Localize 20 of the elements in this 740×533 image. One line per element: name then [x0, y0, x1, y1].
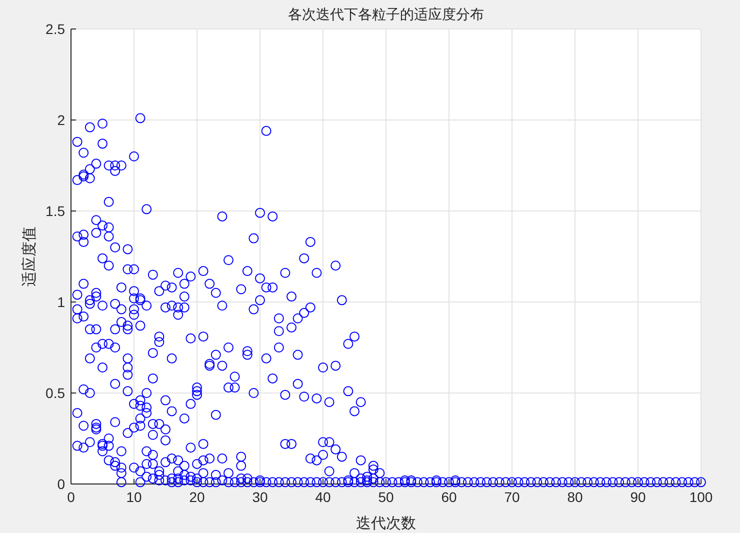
x-axis-title: 迭代次数 — [356, 514, 416, 532]
x-tick-label: 90 — [630, 489, 646, 505]
y-tick-label: 0 — [57, 476, 66, 492]
y-tick-label: 1 — [57, 294, 66, 310]
y-tick-label: 0.5 — [46, 385, 66, 401]
x-tick-label: 70 — [504, 489, 520, 505]
y-tick-label: 1.5 — [46, 203, 66, 219]
x-tick-label: 40 — [315, 489, 331, 505]
x-tick-label: 60 — [441, 489, 457, 505]
x-tick-label: 50 — [378, 489, 394, 505]
y-tick-label: 2.5 — [46, 21, 66, 37]
chart-title: 各次迭代下各粒子的适应度分布 — [288, 7, 484, 23]
x-tick-label: 80 — [567, 489, 583, 505]
x-tick-label: 10 — [126, 489, 142, 505]
y-tick-label: 2 — [57, 112, 66, 128]
x-tick-label: 20 — [189, 489, 205, 505]
y-axis-title: 适应度值 — [20, 226, 38, 286]
x-tick-label: 30 — [252, 489, 268, 505]
x-tick-label: 100 — [689, 489, 713, 505]
x-tick-label: 0 — [67, 489, 76, 505]
